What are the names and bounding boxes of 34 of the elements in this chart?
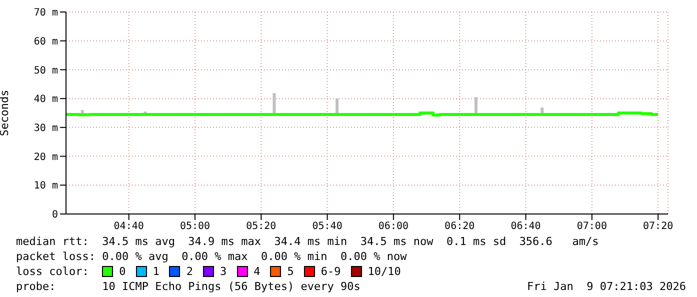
x-tick-label: 07:00 (576, 221, 607, 232)
legend-label: 3 (220, 264, 227, 279)
y-axis-title: Seconds (0, 90, 11, 136)
x-tick-label: 05:00 (180, 221, 210, 232)
legend-title: loss color: (16, 264, 89, 279)
bar (272, 93, 276, 114)
legend-label: 6-9 (320, 264, 341, 279)
y-tick-label: 10 m (34, 180, 58, 192)
text: probe: 10 ICMP Echo Pings (56 Bytes) every 90s (16, 279, 360, 294)
bar (474, 97, 478, 114)
y-tick-label: 70 m (34, 8, 58, 19)
y-tick-label: 50 m (34, 65, 58, 76)
text: median rtt: 34.5 ms avg 34.9 ms max 34.4 ms min 34.5 ms now 0.1 ms sd 356.6 am/s (16, 234, 600, 249)
x-tick-label: 05:20 (246, 221, 276, 232)
legend-label: 1 (152, 264, 160, 279)
x-tick-label: 07:20 (643, 221, 674, 232)
x-tick-label: 05:40 (312, 221, 342, 232)
x-tick-label: 06:20 (444, 221, 475, 232)
y-tick-label: 0 (52, 210, 58, 221)
legend-label: 0 (119, 264, 126, 279)
x-tick-label: 06:40 (510, 221, 541, 232)
y-tick-label: 20 m (34, 152, 58, 163)
legend-label: 10/10 (368, 264, 401, 279)
y-tick-label: 40 m (34, 94, 58, 106)
y-tick-label: 30 m (34, 122, 58, 134)
text: packet loss: 0.00 % avg 0.00 % max 0.00 % min 0.00 % now (16, 249, 408, 264)
legend-label: 4 (254, 264, 260, 279)
legend-label: 2 (186, 264, 193, 279)
text: Fri Jan 9 07:21:03 2026 (527, 279, 686, 294)
legend-label: 5 (287, 264, 294, 279)
x-tick-label: 06:00 (378, 221, 409, 232)
x-tick-label: 04:40 (114, 221, 144, 232)
bar (336, 98, 339, 114)
y-tick-label: 60 m (34, 36, 58, 48)
